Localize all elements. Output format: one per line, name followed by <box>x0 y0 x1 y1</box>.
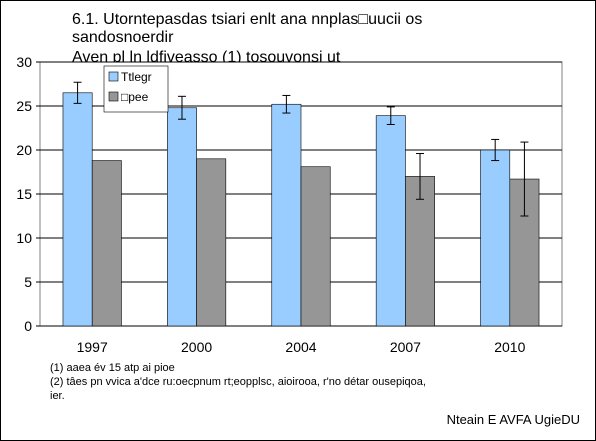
bar <box>480 149 511 327</box>
error-bar <box>282 94 291 114</box>
x-tick-label: 1997 <box>77 339 108 355</box>
y-tick-label: 15 <box>16 186 32 202</box>
bar <box>271 103 302 327</box>
footnote: (2) tâes pn vvica a'dce ru:oecpnum rt;eo… <box>50 376 426 388</box>
chart-title: 6.1. Utorntepasdas tsiari enlt ana nnpla… <box>72 11 422 46</box>
title-line: 6.1. Utorntepasdas tsiari enlt ana nnpla… <box>72 11 422 28</box>
error-bar <box>520 141 529 217</box>
source: Nteain E AVFA UgieDU <box>447 412 580 427</box>
y-tick-label: 20 <box>16 142 32 158</box>
x-tick-label: 2007 <box>390 339 421 355</box>
y-tick-label: 0 <box>24 318 32 334</box>
x-tick-label: 2010 <box>494 339 525 355</box>
y-tick-label: 30 <box>16 54 32 70</box>
footnote: (1) aaea év 15 atp ai pioe <box>50 362 175 374</box>
y-tick-label: 5 <box>24 274 32 290</box>
x-tick-label: 2004 <box>285 339 316 355</box>
y-tick-label: 10 <box>16 230 32 246</box>
legend-swatch <box>108 71 119 82</box>
y-tick-label: 25 <box>16 98 32 114</box>
legend-swatch <box>108 91 119 102</box>
error-bar <box>491 138 500 162</box>
bar <box>167 107 197 327</box>
bar <box>375 115 406 327</box>
bar <box>196 158 227 327</box>
legend-label: □pee <box>121 90 149 104</box>
error-bar <box>386 106 395 125</box>
legend-label: Ttlegr <box>121 70 152 84</box>
footnote: ier. <box>50 390 65 402</box>
error-bar <box>416 153 425 200</box>
error-bar <box>177 95 186 120</box>
bar <box>62 92 93 327</box>
bar <box>300 166 331 327</box>
bar <box>91 160 122 327</box>
x-tick-label: 2000 <box>181 339 212 355</box>
title-line: sandosnoerdir <box>72 29 174 46</box>
error-bar <box>73 81 82 104</box>
